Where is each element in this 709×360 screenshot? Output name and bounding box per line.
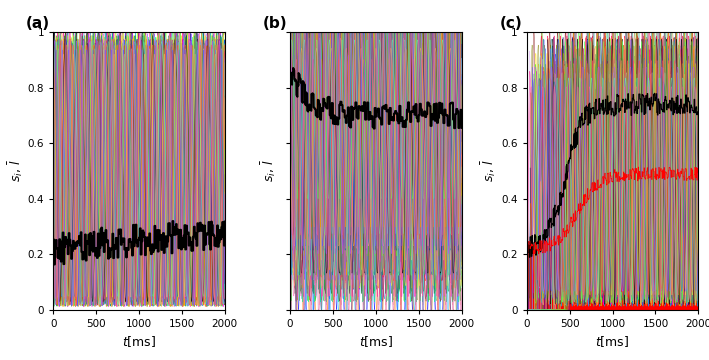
Text: (c): (c) [499, 16, 522, 31]
Y-axis label: $s_i$, $\bar{l}$: $s_i$, $\bar{l}$ [480, 159, 498, 183]
Y-axis label: $s_i$, $\bar{l}$: $s_i$, $\bar{l}$ [6, 159, 25, 183]
X-axis label: $t$[ms]: $t$[ms] [359, 334, 393, 349]
Text: (a): (a) [26, 16, 50, 31]
Text: (b): (b) [262, 16, 287, 31]
X-axis label: $t$[ms]: $t$[ms] [122, 334, 156, 349]
Y-axis label: $s_i$, $\bar{l}$: $s_i$, $\bar{l}$ [259, 159, 278, 183]
X-axis label: $t$[ms]: $t$[ms] [596, 334, 630, 349]
